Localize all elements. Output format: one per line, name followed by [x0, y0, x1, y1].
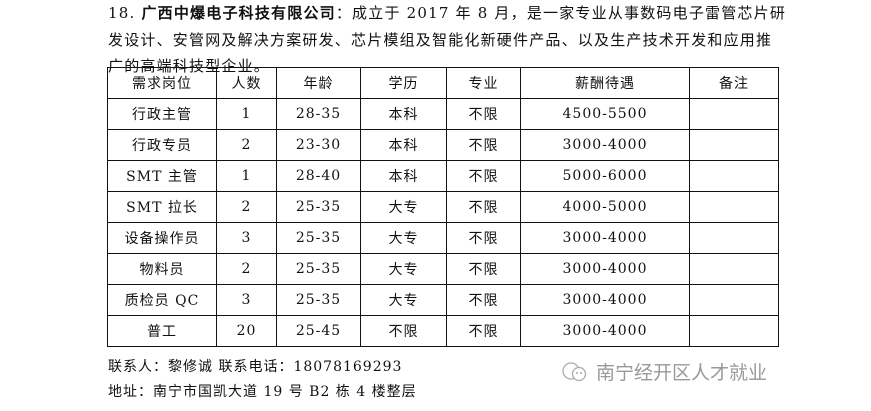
table-cell: 本科 [360, 160, 447, 192]
item-number: 18. [108, 4, 136, 22]
company-description: ：成立于 2017 年 8 月，是一家专业从事数码电子雷管芯片研发设计、安管网及… [108, 4, 787, 75]
table-cell: 2 [216, 253, 277, 285]
column-header: 人数 [216, 67, 277, 99]
table-cell: 25-35 [276, 191, 361, 223]
table-cell: 大专 [360, 191, 447, 223]
table-cell: 大专 [360, 253, 447, 285]
table-cell: 3000-4000 [520, 284, 690, 316]
column-header: 需求岗位 [107, 67, 217, 99]
table-cell: 3000-4000 [520, 222, 690, 254]
table-cell: SMT 主管 [107, 160, 217, 192]
table-cell: 3000-4000 [520, 315, 690, 347]
table-cell: 不限 [446, 98, 521, 130]
table-header-row: 需求岗位 人数 年龄 学历 专业 薪酬待遇 备注 [107, 67, 779, 99]
column-header: 学历 [360, 67, 447, 99]
watermark: 南宁经开区人才就业 [560, 358, 767, 385]
table-cell: 普工 [107, 315, 217, 347]
table-cell: 物料员 [107, 253, 217, 285]
table-cell: 不限 [446, 315, 521, 347]
table-cell [689, 315, 779, 347]
table-row: 物料员 2 25-35 大专 不限 3000-4000 [107, 253, 779, 285]
table-cell: 不限 [446, 160, 521, 192]
table-cell: 不限 [446, 284, 521, 316]
table-cell [689, 160, 779, 192]
table-row: 行政主管 1 28-35 本科 不限 4500-5500 [107, 98, 779, 130]
table-cell: SMT 拉长 [107, 191, 217, 223]
table-cell [689, 222, 779, 254]
contact-person: 联系人：黎修诚 联系电话：18078169293 [108, 359, 403, 375]
table-cell [689, 284, 779, 316]
table-cell: 28-40 [276, 160, 361, 192]
table-cell: 4500-5500 [520, 98, 690, 130]
address: 地址：南宁市国凯大道 19 号 B2 栋 4 楼整层 [108, 384, 417, 400]
table-cell: 大专 [360, 284, 447, 316]
table-cell [689, 129, 779, 161]
table-cell: 不限 [446, 129, 521, 161]
table-row: SMT 拉长 2 25-35 大专 不限 4000-5000 [107, 191, 779, 223]
table-cell: 25-35 [276, 222, 361, 254]
wechat-icon [560, 360, 590, 384]
job-table: 需求岗位 人数 年龄 学历 专业 薪酬待遇 备注 行政主管 1 28-35 本科 不限 4500-55… [107, 67, 779, 347]
table-row: 质检员 QC 3 25-35 大专 不限 3000-4000 [107, 284, 779, 316]
table-cell [689, 191, 779, 223]
table-cell: 2 [216, 129, 277, 161]
table-row: 设备操作员 3 25-35 大专 不限 3000-4000 [107, 222, 779, 254]
column-header: 备注 [689, 67, 779, 99]
table-cell: 不限 [446, 253, 521, 285]
table-cell: 设备操作员 [107, 222, 217, 254]
table-cell: 25-35 [276, 253, 361, 285]
table-cell: 1 [216, 160, 277, 192]
table-cell: 行政主管 [107, 98, 217, 130]
table-cell: 2 [216, 191, 277, 223]
table-cell: 不限 [446, 222, 521, 254]
column-header: 年龄 [276, 67, 361, 99]
table-cell: 28-35 [276, 98, 361, 130]
table-cell: 本科 [360, 98, 447, 130]
table-cell: 质检员 QC [107, 284, 217, 316]
table-cell: 25-45 [276, 315, 361, 347]
table-cell: 大专 [360, 222, 447, 254]
column-header: 专业 [446, 67, 521, 99]
table-row: 普工 20 25-45 不限 不限 3000-4000 [107, 315, 779, 347]
table-cell [689, 98, 779, 130]
table-row: 行政专员 2 23-30 本科 不限 3000-4000 [107, 129, 779, 161]
table-cell: 行政专员 [107, 129, 217, 161]
company-intro: 18. 广西中爆电子科技有限公司：成立于 2017 年 8 月，是一家专业从事数… [108, 0, 788, 80]
company-name: 广西中爆电子科技有限公司 [141, 4, 336, 22]
table-cell [689, 253, 779, 285]
table-cell: 3000-4000 [520, 253, 690, 285]
table-cell: 25-35 [276, 284, 361, 316]
watermark-text: 南宁经开区人才就业 [596, 362, 768, 384]
table-cell: 本科 [360, 129, 447, 161]
table-cell: 20 [216, 315, 277, 347]
table-cell: 4000-5000 [520, 191, 690, 223]
table-cell: 3000-4000 [520, 129, 690, 161]
table-cell: 5000-6000 [520, 160, 690, 192]
table-cell: 3 [216, 222, 277, 254]
table-cell: 3 [216, 284, 277, 316]
table-row: SMT 主管 1 28-40 本科 不限 5000-6000 [107, 160, 779, 192]
column-header: 薪酬待遇 [520, 67, 690, 99]
table-cell: 23-30 [276, 129, 361, 161]
table-cell: 不限 [446, 191, 521, 223]
table-cell: 不限 [360, 315, 447, 347]
table-cell: 1 [216, 98, 277, 130]
